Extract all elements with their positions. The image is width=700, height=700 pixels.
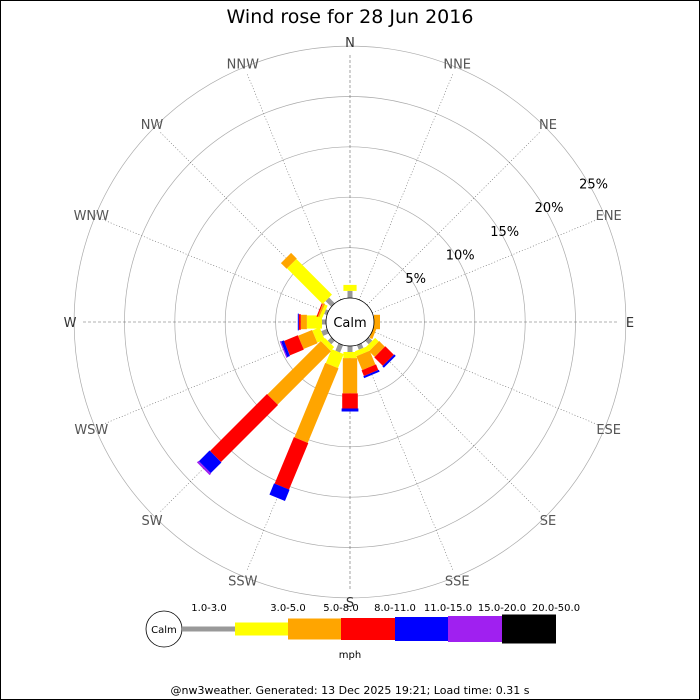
calm-label: Calm bbox=[333, 316, 366, 331]
bar-se-3.0-5.0 bbox=[365, 337, 379, 351]
legend-swatch-5.0-8.0 bbox=[288, 618, 341, 640]
direction-label-e: E bbox=[626, 316, 634, 331]
ring-label-5: 25% bbox=[579, 178, 608, 193]
bar-ssw-5.0-8.0 bbox=[294, 362, 339, 443]
spoke-ene bbox=[372, 219, 598, 314]
legend-swatch-11.0-15.0 bbox=[395, 617, 448, 641]
bar-wsw-1.0-3.0 bbox=[321, 328, 329, 336]
legend-label-20.0-50.0: 20.0-50.0 bbox=[532, 603, 580, 614]
bar-se-1.0-3.0 bbox=[365, 337, 373, 345]
direction-label-s: S bbox=[346, 596, 354, 611]
calm-center: Calm bbox=[325, 297, 375, 347]
chart-title: Wind rose for 28 Jun 2016 bbox=[227, 6, 474, 28]
bar-sw-8.0-11.0 bbox=[209, 393, 279, 463]
bar-sw-1.0-3.0 bbox=[327, 337, 335, 345]
bar-nw-1.0-3.0 bbox=[325, 297, 335, 307]
legend-swatch-1.0-3.0 bbox=[182, 626, 235, 632]
bar-nw-3.0-5.0 bbox=[287, 259, 332, 304]
direction-label-nnw: NNW bbox=[227, 57, 259, 72]
direction-labels: N NNE NE ENE E ESE SE SSE S SSW SW WSW W WNW NW NNW bbox=[64, 36, 635, 611]
ring-labels: 5% 10% 15% 20% 25% bbox=[405, 178, 608, 288]
direction-label-sse: SSE bbox=[445, 575, 470, 590]
footer-text: @nw3weather. Generated: 13 Dec 2025 19:2… bbox=[171, 684, 530, 697]
spoke-sse bbox=[358, 344, 453, 570]
direction-label-nne: NNE bbox=[443, 57, 471, 72]
legend-unit: mph bbox=[339, 650, 361, 661]
direction-label-wnw: WNW bbox=[74, 209, 110, 224]
bar-wsw-5.0-8.0 bbox=[298, 329, 318, 350]
legend-label-3.0-5.0: 3.0-5.0 bbox=[270, 603, 305, 614]
ring-label-1: 5% bbox=[405, 272, 426, 287]
bar-ssw-1.0-3.0 bbox=[335, 343, 344, 353]
direction-label-ne: NE bbox=[539, 118, 557, 133]
ring-label-3: 15% bbox=[490, 225, 519, 240]
legend-swatch-20.0-50.0 bbox=[502, 614, 556, 644]
legend-label-5.0-8.0: 5.0-8.0 bbox=[323, 603, 358, 614]
direction-label-nw: NW bbox=[141, 118, 164, 133]
bar-sw-11.0-15.0 bbox=[198, 450, 222, 474]
bar-se-11.0-15.0 bbox=[382, 354, 396, 368]
wind-bars bbox=[196, 252, 396, 501]
legend-label-8.0-11.0: 8.0-11.0 bbox=[374, 603, 416, 614]
bar-ssw-11.0-15.0 bbox=[269, 483, 290, 501]
spoke-ese bbox=[372, 330, 598, 425]
bar-wsw-3.0-5.0 bbox=[312, 327, 325, 343]
bar-sse-11.0-15.0 bbox=[363, 369, 380, 379]
legend-swatch-8.0-11.0 bbox=[341, 618, 395, 640]
calm-circle bbox=[325, 297, 375, 347]
bar-wsw-11.0-15.0 bbox=[281, 340, 290, 358]
bar-sse-8.0-11.0 bbox=[361, 364, 379, 376]
bar-wsw-8.0-11.0 bbox=[283, 335, 304, 356]
direction-label-wsw: WSW bbox=[74, 423, 108, 438]
legend-swatch-3.0-5.0 bbox=[235, 622, 288, 636]
bar-ese-5.0-8.0 bbox=[369, 324, 378, 340]
bar-se-8.0-11.0 bbox=[374, 346, 394, 366]
direction-label-n: N bbox=[345, 36, 355, 51]
bar-wnw-3.0-5.0 bbox=[319, 304, 328, 318]
direction-label-ene: ENE bbox=[596, 209, 622, 224]
bar-sse-1.0-3.0 bbox=[356, 343, 364, 350]
bar-wnw-1.0-3.0 bbox=[324, 309, 329, 316]
direction-label-se: SE bbox=[540, 514, 556, 529]
bar-ssw-8.0-11.0 bbox=[274, 437, 309, 490]
ring-5 bbox=[73, 45, 627, 599]
bar-sw-15.0-20.0 bbox=[196, 460, 212, 476]
legend-label-15.0-20.0: 15.0-20.0 bbox=[478, 603, 526, 614]
bar-se-5.0-8.0 bbox=[369, 341, 385, 357]
bar-nw-5.0-8.0 bbox=[280, 252, 297, 269]
direction-label-w: W bbox=[64, 316, 77, 331]
bar-wnw-5.0-8.0 bbox=[317, 303, 326, 318]
direction-label-sw: SW bbox=[141, 514, 162, 529]
direction-label-ssw: SSW bbox=[228, 575, 258, 590]
bar-sse-5.0-8.0 bbox=[356, 350, 376, 371]
bar-sw-5.0-8.0 bbox=[267, 341, 331, 405]
direction-label-ese: ESE bbox=[596, 423, 621, 438]
speed-legend: Calm 1.0-3.0 3.0-5.0 5.0-8.0 8.0-11.0 11.0-1… bbox=[145, 603, 580, 661]
legend-swatch-15.0-20.0 bbox=[448, 616, 502, 642]
ring-label-4: 20% bbox=[535, 201, 564, 216]
spoke-nne bbox=[358, 74, 453, 300]
legend-label-11.0-15.0: 11.0-15.0 bbox=[424, 603, 472, 614]
bar-sw-3.0-5.0 bbox=[321, 337, 335, 351]
bar-ssw-3.0-5.0 bbox=[325, 349, 344, 369]
legend-label-1.0-3.0: 1.0-3.0 bbox=[191, 603, 226, 614]
ring-label-2: 10% bbox=[446, 248, 475, 263]
bar-sse-3.0-5.0 bbox=[354, 346, 370, 356]
legend-calm-label: Calm bbox=[151, 625, 177, 636]
